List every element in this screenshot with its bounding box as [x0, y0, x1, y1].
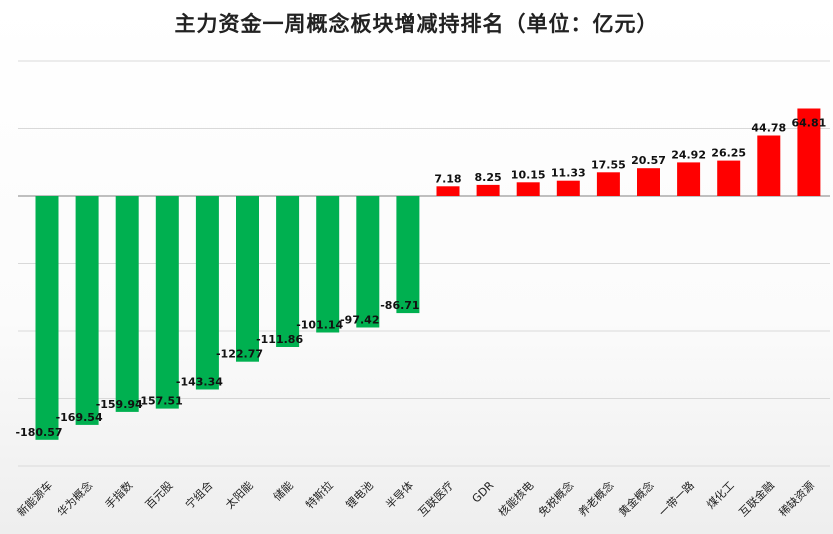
value-label: 8.25: [475, 171, 502, 184]
bars: [35, 108, 821, 440]
category-label: 新能源车: [14, 478, 55, 519]
bar-互联医疗: [436, 186, 460, 196]
category-label: 太阳能: [222, 478, 255, 511]
bar-储能: [276, 196, 300, 347]
value-label: 26.25: [711, 147, 746, 160]
category-label: 百元股: [143, 479, 176, 512]
bar-锂电池: [356, 196, 380, 328]
bar-核能核电: [516, 182, 540, 196]
value-label: 11.33: [551, 167, 586, 180]
value-label: 17.55: [591, 158, 626, 171]
value-label: -143.34: [176, 376, 223, 389]
bar-一带一路: [677, 162, 701, 196]
value-label: 7.18: [434, 172, 461, 185]
category-label: 特斯拉: [303, 478, 336, 511]
value-label: 20.57: [631, 154, 666, 167]
value-label: -86.71: [380, 299, 419, 312]
value-label: -97.42: [340, 314, 379, 327]
value-label: -159.94: [96, 398, 143, 411]
grid-lines: [18, 60, 830, 467]
category-label: GDR: [470, 479, 497, 506]
bar-华为概念: [75, 196, 99, 425]
category-label: 华为概念: [54, 478, 95, 519]
bar-百元股: [155, 196, 179, 409]
category-label: 一带一路: [656, 479, 696, 519]
value-label: -101.14: [296, 319, 343, 332]
value-label: 44.78: [751, 122, 786, 135]
bar-稀缺资源: [797, 108, 821, 196]
category-label: 稀缺资源: [776, 478, 817, 519]
bar-特斯拉: [316, 196, 340, 333]
bar-太阳能: [236, 196, 259, 362]
bar-GDR: [476, 184, 500, 196]
category-label: 宁组合: [182, 478, 215, 511]
value-label: -157.51: [136, 395, 183, 408]
value-label: -111.86: [256, 333, 303, 346]
category-label: 免税概念: [535, 478, 576, 519]
bar-宁组合: [195, 196, 219, 390]
category-label: 半导体: [383, 478, 416, 511]
bar-免税概念: [556, 180, 580, 196]
value-label: -180.57: [15, 426, 62, 439]
value-label: 64.81: [792, 117, 827, 130]
value-label: 10.15: [511, 168, 546, 181]
bar-互联金融: [757, 135, 781, 196]
category-label: 储能: [270, 478, 295, 503]
value-label: 24.92: [671, 148, 706, 161]
bar-煤化工: [717, 160, 741, 196]
category-label: 核能核电: [495, 478, 536, 519]
category-labels: 新能源车 华为概念 手指数 百元股 宁组合 太阳能 储能 特斯拉 锂电池 半导体 互联医疗 GDR 核能…: [14, 478, 817, 519]
value-labels: -180.57 -169.54-159.94-157.51 -143.34 -122.…: [15, 117, 826, 439]
category-label: 互联医疗: [415, 478, 456, 519]
bar-新能源车: [35, 196, 59, 440]
bar-半导体: [396, 196, 420, 314]
category-label: 手指数: [102, 478, 135, 511]
bar-养老概念: [596, 172, 620, 196]
category-label: 锂电池: [343, 478, 376, 511]
category-label: 煤化工: [704, 478, 737, 511]
category-label: 养老概念: [576, 478, 617, 519]
bar-黄金概念: [637, 168, 660, 196]
bar-手指数: [115, 196, 139, 412]
category-label: 互联金融: [736, 478, 777, 519]
value-label: -169.54: [56, 411, 103, 424]
chart-title: 主力资金一周概念板块增减持排名（单位：亿元）: [174, 12, 659, 36]
category-label: 黄金概念: [616, 478, 657, 519]
value-label: -122.77: [216, 348, 263, 361]
